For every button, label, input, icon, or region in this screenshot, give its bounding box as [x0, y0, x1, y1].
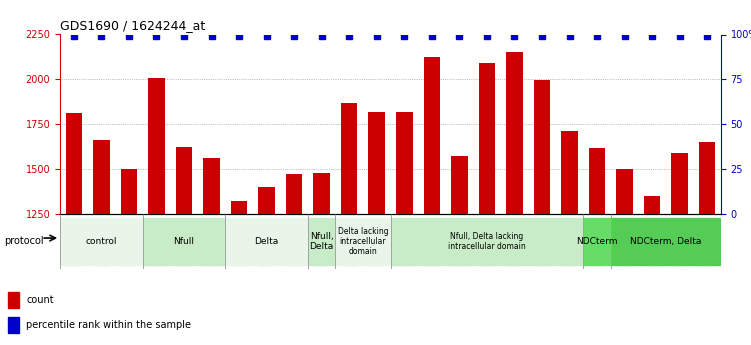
FancyBboxPatch shape [60, 217, 143, 266]
Bar [617, 169, 633, 345]
Bar [589, 148, 605, 345]
Bar [121, 169, 137, 345]
Text: Delta lacking
intracellular
domain: Delta lacking intracellular domain [338, 227, 388, 256]
Text: GDS1690 / 1624244_at: GDS1690 / 1624244_at [60, 19, 205, 32]
Bar [8, 317, 19, 333]
Bar [176, 147, 192, 345]
Bar [313, 172, 330, 345]
Bar [671, 153, 688, 345]
Bar [65, 114, 82, 345]
Text: percentile rank within the sample: percentile rank within the sample [26, 320, 192, 330]
FancyBboxPatch shape [336, 217, 391, 266]
Text: Nfull, Delta lacking
intracellular domain: Nfull, Delta lacking intracellular domai… [448, 232, 526, 251]
Bar [93, 140, 110, 345]
Bar [341, 103, 357, 345]
FancyBboxPatch shape [391, 217, 584, 266]
FancyBboxPatch shape [225, 217, 308, 266]
Bar [561, 131, 578, 345]
Bar [424, 57, 440, 345]
Bar [644, 196, 660, 345]
Text: NDCterm: NDCterm [576, 237, 618, 246]
Bar [534, 80, 550, 345]
Bar [258, 187, 275, 345]
Bar [231, 201, 247, 345]
Bar [286, 175, 303, 345]
Text: NDCterm, Delta: NDCterm, Delta [630, 237, 701, 246]
Bar [396, 112, 412, 345]
FancyBboxPatch shape [143, 217, 225, 266]
Bar [369, 112, 385, 345]
Bar [204, 158, 220, 345]
Bar [699, 142, 716, 345]
Text: Nfull: Nfull [173, 237, 195, 246]
Bar [506, 52, 523, 345]
FancyBboxPatch shape [611, 217, 721, 266]
Bar [8, 292, 19, 308]
Bar [478, 63, 495, 345]
Text: Delta: Delta [255, 237, 279, 246]
Text: Nfull,
Delta: Nfull, Delta [309, 232, 333, 251]
Bar [148, 78, 164, 345]
Bar [451, 157, 468, 345]
Text: count: count [26, 295, 54, 305]
FancyBboxPatch shape [308, 217, 336, 266]
Text: protocol: protocol [4, 237, 44, 246]
FancyBboxPatch shape [584, 217, 611, 266]
Text: control: control [86, 237, 117, 246]
